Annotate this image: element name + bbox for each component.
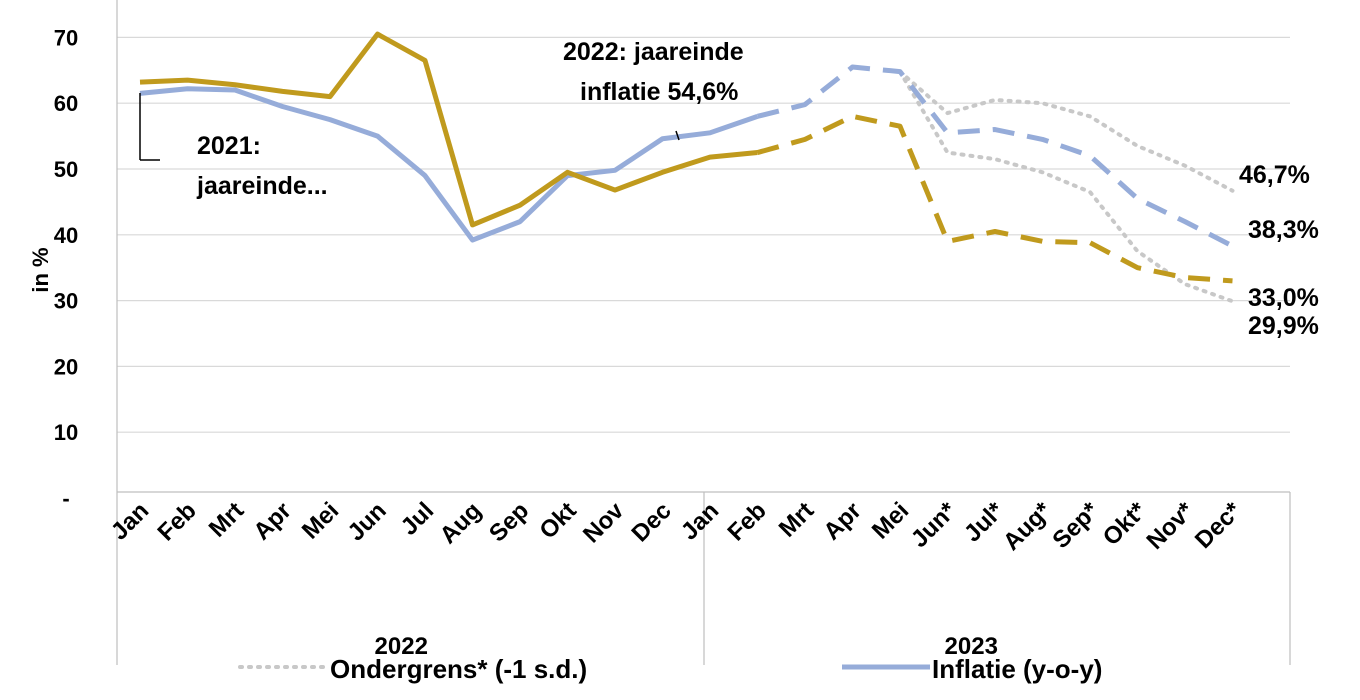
y-tick-label: 40 — [54, 223, 78, 248]
x-tick-label: Nov — [578, 497, 630, 549]
x-group-label-2022: 2022 — [375, 633, 428, 660]
x-tick-label: Apr — [248, 497, 296, 545]
x-tick-label: Mei — [867, 497, 914, 544]
annotations: 2021: jaareinde... 2022: jaareinde infla… — [139, 38, 744, 200]
annotation-2022-leader — [675, 130, 680, 141]
x-tick-label: Feb — [722, 497, 771, 546]
gridlines — [117, 36, 1290, 433]
x-tick-label: Mrt — [204, 497, 249, 542]
x-tick-label: Okt — [534, 497, 581, 544]
y-axis-label: in % — [28, 247, 53, 292]
x-tick-label: Mrt — [774, 497, 819, 542]
x-tick-label: Aug* — [998, 497, 1057, 556]
x-tick-label: Dec* — [1190, 497, 1247, 554]
end-label-gold: 33,0% — [1248, 284, 1319, 312]
x-tick-label: Feb — [152, 497, 201, 546]
series-3-line — [898, 69, 1235, 193]
legend-label-inflation: Inflatie (y-o-y) — [932, 654, 1102, 684]
y-tick-label: - — [62, 486, 69, 511]
end-value-labels: 46,7% 38,3% 33,0% 29,9% — [1239, 161, 1319, 340]
series-0-dashed — [756, 64, 1234, 249]
series-1-solid — [139, 31, 758, 228]
y-tick-labels: - 10 20 30 40 50 60 70 — [54, 25, 78, 511]
annotation-2021-line1: 2021: — [197, 132, 261, 160]
x-tick-label: Okt* — [1098, 497, 1152, 551]
legend-label-lower: Ondergrens* (-1 s.d.) — [330, 654, 587, 684]
x-tick-label: Jun* — [906, 497, 962, 553]
legend: Ondergrens* (-1 s.d.) Inflatie (y-o-y) — [238, 654, 1102, 684]
x-tick-label: Sep — [484, 497, 534, 547]
y-tick-label: 20 — [54, 354, 78, 379]
x-tick-label: Aug — [435, 497, 487, 549]
axes — [116, 0, 1291, 665]
y-tick-label: 30 — [54, 289, 78, 314]
x-tick-label: Jan — [106, 497, 154, 545]
x-tick-label: Nov* — [1141, 497, 1199, 555]
series-lines — [139, 31, 1235, 304]
y-tick-label: 50 — [54, 157, 78, 182]
x-group-label-2023: 2023 — [945, 633, 998, 660]
series-1-dashed — [756, 113, 1233, 284]
x-tick-label: Dec — [627, 497, 677, 547]
end-label-lower: 29,9% — [1248, 312, 1319, 340]
end-label-upper: 46,7% — [1239, 161, 1310, 189]
x-tick-label: Apr — [818, 497, 866, 545]
series-2-line — [898, 69, 1235, 304]
annotation-2022-line2: inflatie 54,6% — [580, 78, 738, 106]
x-tick-label: Jan — [676, 497, 724, 545]
y-tick-label: 70 — [54, 25, 78, 50]
x-tick-label: Sep* — [1047, 497, 1104, 554]
annotation-2021-line2: jaareinde... — [196, 172, 328, 200]
x-tick-label: Jul — [396, 497, 440, 541]
x-group-labels: 2022 2023 — [375, 633, 998, 660]
x-tick-label: Jun — [342, 497, 391, 546]
x-tick-label: Mei — [297, 497, 344, 544]
y-tick-label: 60 — [54, 91, 78, 116]
annotation-2022-line1: 2022: jaareinde — [563, 38, 744, 66]
end-label-inflation: 38,3% — [1248, 216, 1319, 244]
y-tick-label: 10 — [54, 420, 78, 445]
series-0-solid — [139, 86, 759, 243]
